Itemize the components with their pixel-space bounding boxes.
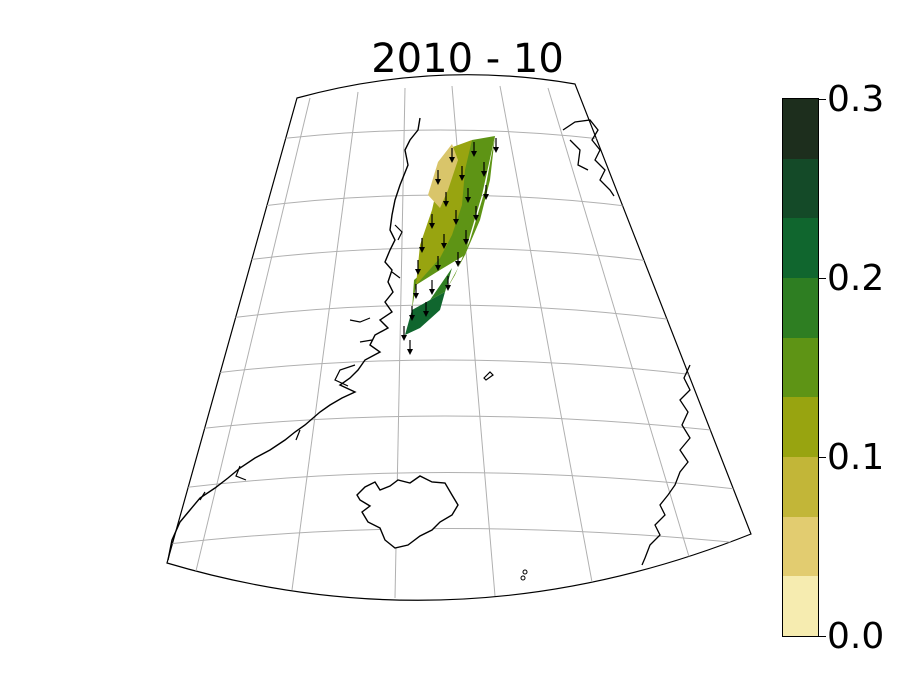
norway-coastline [641,364,691,566]
drift-arrows [401,138,499,355]
colorbar-segment [783,158,818,219]
jan-mayen [483,371,494,381]
colorbar-label: 0.3 [827,79,885,120]
iceland-coastline [356,475,459,549]
svalbard-coastline [562,119,615,197]
colorbar-label: 0.1 [827,437,885,478]
colorbar-segment [783,456,818,517]
colorbar-segment [783,576,818,636]
colorbar-segment [783,397,818,457]
colorbar-tick [819,636,826,637]
colorbar-tick [819,457,826,458]
greenland-coastline [167,117,421,561]
colorbar-tick [819,99,826,100]
colorbar-tick [819,278,826,279]
colorbar [782,98,819,637]
greenland-fjords [199,224,403,501]
colorbar-segment [783,516,818,577]
colorbar-segment [783,98,818,159]
colorbar-label: 0.2 [827,258,885,299]
field-region-dark-2 [430,268,452,300]
field-region-mid [416,140,472,285]
colorbar-label: 0.0 [827,616,885,657]
map-frame [166,74,752,601]
colorbar-segment [783,218,818,278]
colorbar-segment [783,337,818,398]
colorbar-segment [783,277,818,338]
field-region-green [412,136,495,310]
graticule-parallels [167,129,751,546]
